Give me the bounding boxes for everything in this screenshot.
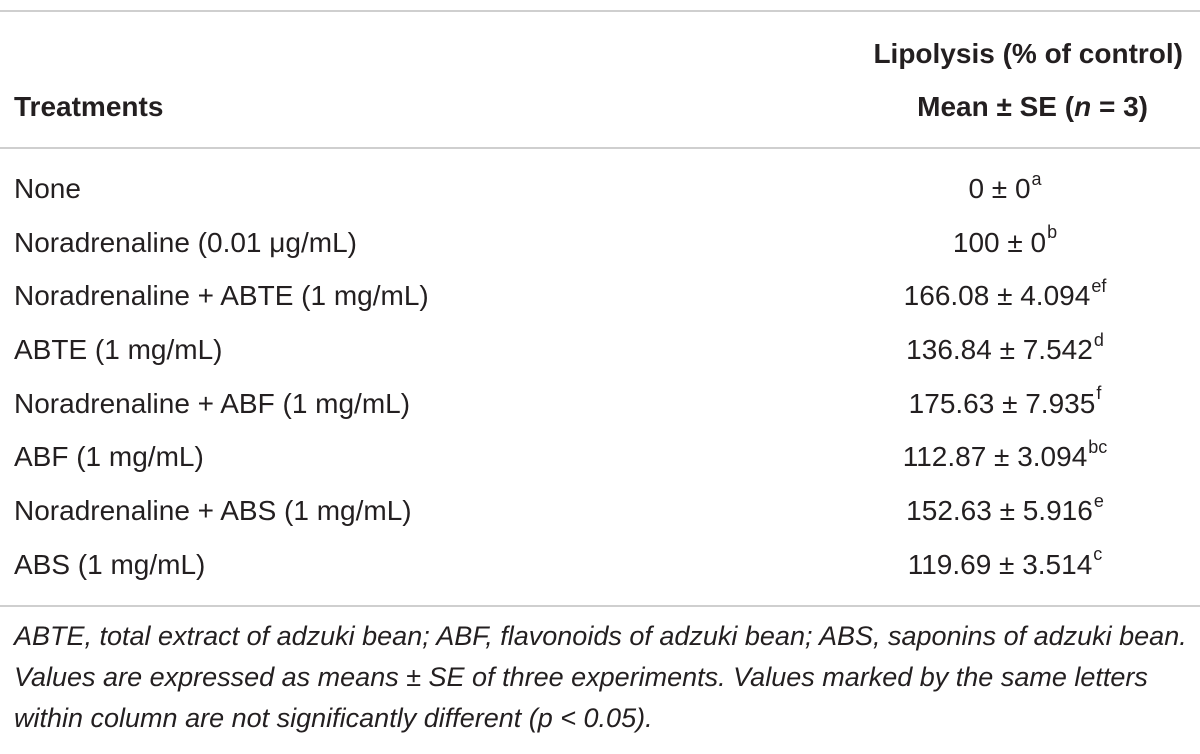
value-text: 175.63 ± 7.935 — [908, 387, 1096, 419]
table-row: Noradrenaline + ABF (1 mg/mL) 175.63 ± 7… — [0, 377, 1200, 431]
value-text: 0 ± 0 — [968, 173, 1031, 204]
treatment-cell: Noradrenaline + ABTE (1 mg/mL) — [14, 280, 429, 312]
table-row: None 0 ± 0a — [0, 162, 1200, 216]
significance-letters: b — [1047, 222, 1058, 243]
lipolysis-value-cell: 175.63 ± 7.935f — [909, 377, 1102, 431]
significance-letters: c — [1093, 544, 1103, 565]
treatments-column-header: Treatments — [14, 91, 164, 122]
table-bottom-rule — [0, 605, 1200, 607]
table-body: None 0 ± 0a Noradrenaline (0.01 μg/mL) 1… — [0, 162, 1200, 592]
table-row: ABF (1 mg/mL) 112.87 ± 3.094bc — [0, 430, 1200, 484]
lipolysis-value-cell: 152.63 ± 5.916e — [906, 484, 1104, 538]
value-text: 152.63 ± 5.916 — [906, 495, 1093, 527]
value-text: 119.69 ± 3.514 — [907, 548, 1093, 580]
table-row: Noradrenaline (0.01 μg/mL) 100 ± 0b — [0, 216, 1200, 270]
value-text: 112.87 ± 3.094 — [902, 441, 1088, 473]
stat-label-n: n — [1074, 91, 1092, 122]
lipolysis-value-cell: 112.87 ± 3.094bc — [903, 430, 1108, 484]
stat-column-subheader: Mean ± SE (n = 3) — [917, 90, 1148, 124]
table-row: Noradrenaline + ABTE (1 mg/mL) 166.08 ± … — [0, 269, 1200, 323]
value-text: 136.84 ± 7.542 — [906, 334, 1093, 366]
treatment-cell: Noradrenaline + ABF (1 mg/mL) — [14, 387, 411, 419]
significance-letters: d — [1093, 329, 1104, 350]
table-row: ABTE (1 mg/mL) 136.84 ± 7.542d — [0, 323, 1200, 377]
lipolysis-value-cell: 100 ± 0b — [953, 216, 1057, 270]
treatment-cell: ABTE (1 mg/mL) — [14, 334, 223, 366]
lipolysis-value-cell: 0 ± 0a — [968, 162, 1041, 216]
significance-letters: f — [1096, 383, 1102, 404]
lipolysis-value-cell: 166.08 ± 4.094ef — [904, 269, 1107, 323]
stat-label-suffix: = 3) — [1091, 91, 1148, 122]
lipolysis-value-cell: 119.69 ± 3.514c — [908, 538, 1103, 592]
significance-letters: a — [1031, 168, 1042, 189]
significance-letters: bc — [1088, 437, 1108, 458]
lipolysis-value-cell: 136.84 ± 7.542d — [906, 323, 1104, 377]
header-bottom-rule — [0, 147, 1200, 149]
significance-letters: e — [1093, 490, 1104, 511]
treatment-cell: ABS (1 mg/mL) — [14, 548, 206, 580]
value-text: 100 ± 0 — [952, 226, 1047, 258]
treatment-cell: None — [14, 173, 81, 204]
stat-label-prefix: Mean ± SE ( — [917, 91, 1075, 122]
treatment-cell: Noradrenaline + ABS (1 mg/mL) — [14, 495, 412, 527]
treatment-cell: ABF (1 mg/mL) — [14, 441, 204, 473]
table-row: Noradrenaline + ABS (1 mg/mL) 152.63 ± 5… — [0, 484, 1200, 538]
value-text: 166.08 ± 4.094 — [903, 280, 1091, 312]
lipolysis-column-header: Lipolysis (% of control) — [873, 38, 1183, 69]
significance-letters: ef — [1091, 276, 1107, 297]
table-top-rule — [0, 10, 1200, 12]
table-row: ABS (1 mg/mL) 119.69 ± 3.514c — [0, 538, 1200, 592]
table-footnote: ABTE, total extract of adzuki bean; ABF,… — [14, 621, 1187, 733]
treatment-cell: Noradrenaline (0.01 μg/mL) — [14, 226, 357, 258]
